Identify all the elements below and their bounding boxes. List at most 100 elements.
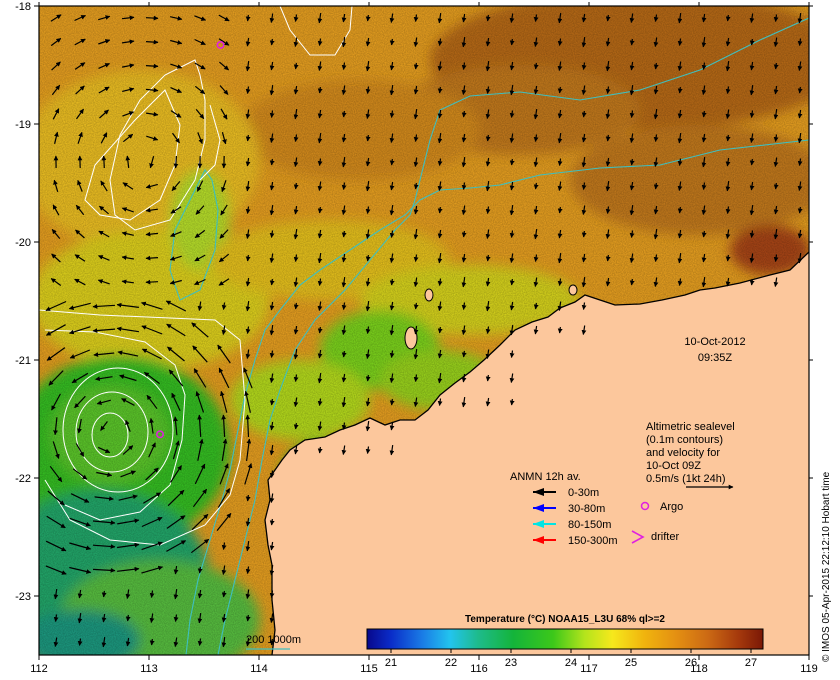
velocity-arrow — [170, 231, 182, 237]
velocity-arrow — [485, 326, 491, 334]
velocity-arrow — [797, 133, 803, 144]
velocity-arrow — [149, 613, 155, 623]
velocity-arrow — [96, 471, 113, 478]
velocity-arrow — [194, 15, 207, 21]
velocity-arrow — [725, 109, 731, 119]
velocity-arrow — [653, 254, 659, 262]
velocity-arrow — [677, 13, 683, 24]
velocity-arrow — [220, 108, 228, 120]
velocity-arrow — [413, 397, 419, 407]
velocity-arrow — [192, 345, 208, 363]
velocity-arrow — [77, 131, 83, 144]
velocity-arrow — [749, 230, 755, 238]
marker-legend: Argo drifter — [631, 501, 683, 544]
velocity-arrow — [341, 85, 347, 95]
plot-frame — [38, 5, 810, 656]
velocity-arrow — [797, 61, 803, 71]
velocity-arrow — [413, 14, 419, 22]
velocity-arrow — [245, 277, 251, 287]
velocity-arrow — [773, 277, 779, 287]
velocity-arrow — [269, 373, 275, 383]
velocity-arrow — [196, 180, 204, 192]
note-line: and velocity for — [646, 447, 720, 459]
velocity-arrow — [221, 302, 227, 310]
velocity-arrow — [461, 133, 467, 143]
velocity-arrow — [461, 373, 467, 383]
velocity-arrow — [121, 255, 135, 261]
velocity-arrow — [461, 277, 467, 288]
velocity-arrow — [341, 110, 347, 118]
velocity-arrow — [122, 39, 135, 45]
velocity-arrow — [677, 158, 683, 166]
velocity-arrow — [317, 229, 323, 239]
velocity-arrow — [581, 62, 587, 70]
x-tick-label: 115 — [360, 663, 378, 675]
velocity-arrow — [245, 134, 251, 142]
velocity-arrow — [245, 589, 251, 599]
velocity-arrow — [461, 302, 467, 310]
velocity-arrow — [166, 540, 187, 552]
velocity-arrow — [269, 470, 275, 478]
velocity-arrow — [293, 254, 299, 262]
velocity-arrow — [509, 61, 515, 71]
velocity-arrow — [216, 513, 232, 531]
velocity-arrow — [389, 398, 395, 406]
velocity-arrow — [197, 132, 203, 145]
velocity-arrow — [485, 14, 491, 22]
velocity-arrow — [218, 278, 230, 286]
velocity-arrow — [773, 157, 779, 167]
velocity-arrow — [125, 637, 131, 647]
velocity-arrow — [173, 614, 179, 622]
colorbar-tick-label: 23 — [505, 657, 517, 669]
velocity-arrow — [317, 446, 323, 454]
velocity-arrow — [53, 614, 59, 622]
velocity-arrow — [121, 279, 134, 285]
velocity-arrow — [92, 520, 116, 525]
velocity-arrow — [195, 205, 205, 215]
velocity-arrow — [141, 325, 163, 335]
velocity-arrow — [773, 37, 779, 47]
velocity-arrow — [293, 182, 299, 190]
anmn-legend-title: ANMN 12h av. — [510, 471, 581, 483]
velocity-arrow — [125, 589, 131, 599]
velocity-arrow — [74, 395, 86, 409]
y-tick-label: -19 — [15, 119, 31, 131]
velocity-arrow — [365, 109, 371, 119]
velocity-arrow — [509, 13, 515, 23]
velocity-arrow — [317, 398, 323, 406]
velocity-arrow — [389, 13, 395, 23]
velocity-arrow — [437, 61, 443, 71]
velocity-arrow — [46, 347, 66, 361]
velocity-arrow — [69, 326, 91, 335]
velocity-arrow — [533, 205, 539, 215]
velocity-arrow — [581, 302, 587, 310]
velocity-arrow — [141, 301, 163, 310]
velocity-arrow — [341, 422, 347, 430]
velocity-arrow — [77, 418, 82, 434]
isobath-key: 200 1000m — [246, 634, 301, 650]
velocity-arrow — [293, 302, 299, 310]
velocity-arrow — [701, 110, 707, 118]
velocity-arrow — [197, 638, 203, 646]
argo-floats — [156, 40, 225, 439]
velocity-arrow — [653, 205, 659, 215]
anmn-legend-label: 80-150m — [568, 519, 611, 531]
velocity-arrow — [629, 205, 635, 216]
velocity-arrow — [509, 205, 515, 216]
velocity-arrow — [749, 158, 755, 166]
velocity-arrow — [245, 86, 251, 94]
velocity-arrow — [581, 277, 587, 288]
velocity-arrow — [725, 157, 731, 167]
velocity-arrow — [218, 253, 230, 263]
velocity-arrow — [365, 157, 371, 167]
velocity-arrow — [485, 301, 491, 312]
peninsula — [295, 455, 318, 548]
velocity-arrow — [725, 181, 731, 192]
land-mass — [265, 252, 809, 655]
island — [424, 288, 434, 302]
velocity-arrow — [170, 206, 182, 214]
credit-text: © IMOS 05-Apr-2015 22:12:10 Hobart time — [821, 471, 832, 662]
velocity-arrows — [45, 13, 803, 648]
velocity-arrow — [629, 181, 635, 191]
velocity-arrow — [557, 278, 563, 286]
